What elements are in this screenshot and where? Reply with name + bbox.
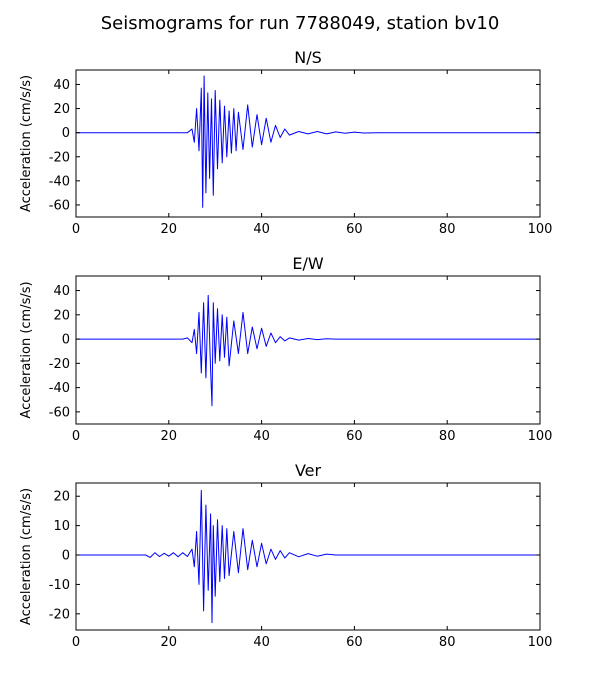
y-tick-label: -60 <box>49 405 70 420</box>
panel-title: Ver <box>295 461 322 480</box>
y-tick-label: 20 <box>53 102 70 117</box>
panel-1: E/W Acceleration (cm/s/s) 0 20 40 60 80 100 -60 -… <box>19 254 552 444</box>
panel-title: E/W <box>292 254 324 273</box>
figure-title: Seismograms for run 7788049, station bv1… <box>101 13 500 34</box>
x-tick-label: 0 <box>72 222 80 237</box>
panel-0: N/S Acceleration (cm/s/s) 0 20 40 60 80 100 -60 -… <box>19 48 552 237</box>
y-tick-label: 40 <box>53 78 70 93</box>
seismogram-trace <box>76 294 540 407</box>
plot-frame <box>75 482 541 631</box>
plot-frame <box>75 69 541 218</box>
panel-title: N/S <box>294 48 322 67</box>
x-tick-label: 60 <box>346 429 363 444</box>
y-tick-label: 10 <box>53 519 70 534</box>
x-tick-label: 80 <box>439 222 456 237</box>
seismogram-trace <box>76 75 540 208</box>
y-tick-label: 0 <box>62 126 70 141</box>
y-tick-label: 0 <box>62 333 70 348</box>
y-tick-label: -40 <box>49 381 70 396</box>
plot-frame <box>75 275 541 425</box>
y-axis-label: Acceleration (cm/s/s) <box>19 75 34 212</box>
x-tick-label: 40 <box>253 222 270 237</box>
x-tick-label: 100 <box>528 635 553 650</box>
y-tick-label: 20 <box>53 490 70 505</box>
y-tick-label: -20 <box>49 607 70 622</box>
y-tick-label: 20 <box>53 308 70 323</box>
x-tick-label: 40 <box>253 635 270 650</box>
y-tick-label: -20 <box>49 357 70 372</box>
x-tick-label: 0 <box>72 635 80 650</box>
y-tick-label: -10 <box>49 578 70 593</box>
x-tick-label: 60 <box>346 635 363 650</box>
x-tick-label: 20 <box>161 429 178 444</box>
y-tick-label: 0 <box>62 549 70 564</box>
y-tick-label: -60 <box>49 198 70 213</box>
y-axis-label: Acceleration (cm/s/s) <box>19 281 34 418</box>
y-tick-label: -40 <box>49 174 70 189</box>
seismogram-trace <box>76 489 540 624</box>
x-tick-label: 40 <box>253 429 270 444</box>
x-tick-label: 80 <box>439 635 456 650</box>
x-tick-label: 0 <box>72 429 80 444</box>
x-tick-label: 100 <box>528 222 553 237</box>
x-tick-label: 20 <box>161 635 178 650</box>
x-tick-label: 80 <box>439 429 456 444</box>
x-tick-label: 60 <box>346 222 363 237</box>
y-axis-label: Acceleration (cm/s/s) <box>19 488 34 625</box>
y-tick-label: -20 <box>49 150 70 165</box>
x-tick-label: 20 <box>161 222 178 237</box>
x-tick-label: 100 <box>528 429 553 444</box>
y-tick-label: 40 <box>53 284 70 299</box>
